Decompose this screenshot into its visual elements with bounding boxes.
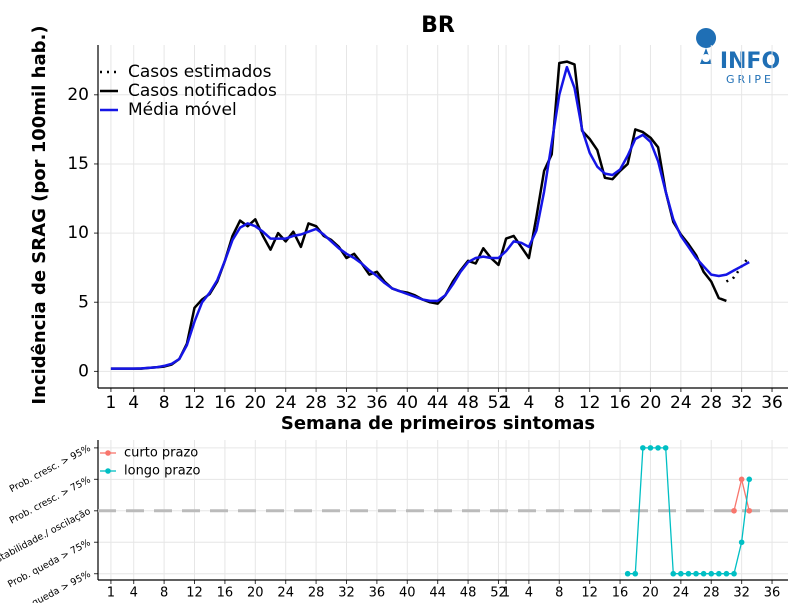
x-tick-label: 52: [488, 393, 510, 413]
chart-title: BR: [421, 13, 455, 38]
x-tick-label: 24: [275, 393, 297, 413]
legend-key-point: [105, 468, 111, 474]
point: [670, 570, 677, 577]
x-tick-label: 36: [761, 393, 783, 413]
x-tick-label: 52: [490, 586, 507, 601]
x-tick-label: 16: [609, 393, 631, 413]
x-tick-label: 1: [502, 586, 510, 601]
x-tick-label: 8: [554, 393, 565, 413]
x-tick-label: 32: [731, 393, 753, 413]
point: [700, 570, 707, 577]
x-tick-label: 20: [642, 586, 659, 601]
x-tick-label: 44: [427, 393, 449, 413]
x-tick-label: 24: [670, 393, 692, 413]
logo: INFO GRIPE: [696, 28, 780, 86]
x-tick-label: 40: [396, 393, 418, 413]
x-tick-label: 36: [366, 393, 388, 413]
x-tick-label: 16: [612, 586, 629, 601]
y-tick-label: 5: [78, 292, 89, 312]
y-axis-label: Incidência de SRAG (por 100mil hab.): [29, 25, 50, 404]
point: [746, 507, 753, 514]
logo-subtext: GRIPE: [726, 73, 774, 86]
point: [685, 570, 692, 577]
x-tick-label: 4: [130, 586, 138, 601]
x-axis-label: Semana de primeiros sintomas: [281, 413, 595, 434]
x-tick-label: 1: [106, 393, 117, 413]
legend-label: Casos notificados: [128, 81, 277, 101]
point: [723, 570, 730, 577]
point: [738, 476, 745, 483]
point: [632, 570, 639, 577]
x-tick-label: 28: [700, 393, 722, 413]
x-tick-label: 4: [523, 393, 534, 413]
legend-label: longo prazo: [124, 464, 201, 479]
series-line: [725, 255, 751, 283]
legend-label: curto prazo: [124, 446, 198, 461]
x-tick-label: 16: [214, 393, 236, 413]
y-tick-label: 20: [67, 85, 89, 105]
x-tick-label: 44: [429, 586, 446, 601]
y-tick-label: 15: [67, 154, 89, 174]
x-tick-label: 20: [247, 586, 264, 601]
point: [708, 570, 715, 577]
x-tick-label: 16: [217, 586, 234, 601]
x-tick-label: 8: [555, 586, 563, 601]
x-tick-label: 36: [764, 586, 781, 601]
point: [640, 445, 646, 451]
point: [662, 445, 669, 451]
point: [716, 570, 722, 577]
logo-dot: [702, 54, 710, 62]
x-tick-label: 48: [460, 586, 477, 601]
legend-label: Casos estimados: [128, 62, 272, 82]
x-tick-label: 8: [160, 586, 168, 601]
point: [731, 570, 737, 577]
logo-text: INFO: [720, 49, 780, 74]
x-tick-label: 24: [277, 586, 294, 601]
x-tick-label: 4: [525, 586, 533, 601]
x-tick-label: 32: [733, 586, 750, 601]
x-tick-label: 12: [184, 393, 206, 413]
x-tick-label: 12: [186, 586, 203, 601]
x-tick-label: 1: [501, 393, 512, 413]
point: [746, 476, 753, 483]
x-tick-label: 48: [457, 393, 479, 413]
point: [624, 570, 631, 577]
point: [655, 445, 661, 451]
y-tick-label: 10: [67, 223, 89, 243]
logo-pin: [696, 28, 717, 64]
point: [731, 507, 737, 514]
legend-label: Média móvel: [128, 100, 237, 120]
point: [678, 570, 684, 577]
x-tick-label: 40: [399, 586, 416, 601]
x-tick-label: 20: [244, 393, 266, 413]
x-tick-label: 4: [128, 393, 139, 413]
x-tick-label: 8: [159, 393, 170, 413]
x-tick-label: 20: [640, 393, 662, 413]
x-tick-label: 28: [305, 393, 327, 413]
y-tick-label: 0: [78, 361, 89, 381]
series-line: [110, 65, 750, 370]
x-tick-label: 32: [338, 586, 355, 601]
point: [647, 445, 654, 451]
point: [738, 539, 745, 546]
point: [693, 570, 699, 577]
x-tick-label: 28: [703, 586, 720, 601]
x-tick-label: 28: [308, 586, 325, 601]
x-tick-label: 24: [673, 586, 690, 601]
x-tick-label: 36: [369, 586, 386, 601]
x-tick-label: 12: [579, 393, 601, 413]
legend-key-point: [105, 450, 111, 456]
x-tick-label: 32: [336, 393, 358, 413]
x-tick-label: 1: [107, 586, 115, 601]
x-tick-label: 12: [581, 586, 598, 601]
